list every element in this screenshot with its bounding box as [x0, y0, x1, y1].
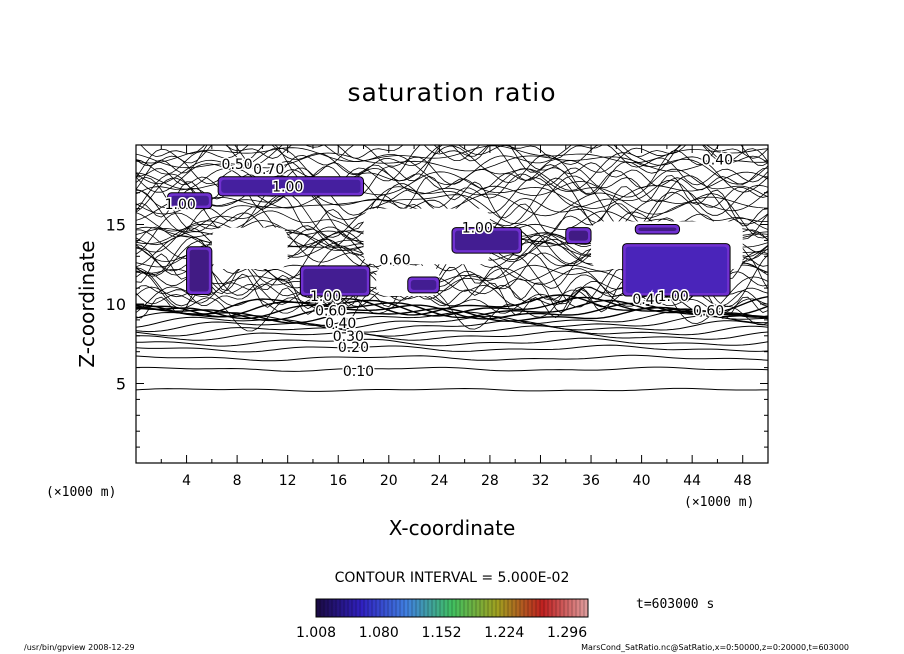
contour-line [136, 325, 768, 337]
x-tick-label: 16 [329, 473, 347, 489]
chart-title: saturation ratio [347, 78, 556, 107]
supersaturated-core [303, 268, 367, 294]
contour-label: 0.60 [693, 303, 724, 319]
x-tick-label: 36 [582, 473, 600, 489]
contour-label: 1.00 [272, 179, 303, 195]
x-axis-unit: (×1000 m) [684, 495, 754, 510]
contour-label: 0.40 [325, 316, 356, 332]
supersaturated-core [638, 227, 677, 232]
contour-line [136, 173, 768, 235]
contour-label: 0.10 [343, 364, 374, 380]
y-axis-unit: (×1000 m) [46, 485, 116, 500]
contour-label: 1.00 [165, 197, 196, 213]
colorbar-tick-labels: 1.008 1.080 1.152 1.224 1.296 [296, 625, 587, 641]
x-tick-label: 8 [233, 473, 242, 489]
supersaturated-core [568, 230, 589, 241]
contour-line [139, 145, 768, 160]
x-tick-label: 44 [683, 473, 701, 489]
contour-line [136, 283, 768, 308]
contour-line [136, 366, 768, 372]
x-tick-label: 48 [734, 473, 752, 489]
colorbar-tick-label: 1.008 [296, 625, 336, 641]
contour-label: 0.70 [253, 162, 284, 178]
contour-line [136, 354, 768, 362]
colorbar-tick-label: 1.224 [484, 625, 524, 641]
contour-label: 0.20 [338, 340, 369, 356]
contour-label: 0.30 [333, 329, 364, 345]
contour-interval-label: CONTOUR INTERVAL = 5.000E-02 [335, 570, 570, 586]
x-tick-label: 20 [380, 473, 398, 489]
contour-line [136, 145, 768, 186]
contour-label: 0.50 [222, 157, 253, 173]
colorbar-tick-label: 1.296 [547, 625, 587, 641]
contour-line [136, 344, 768, 353]
contour-line [136, 296, 768, 318]
x-axis-ticks: 4 8 12 16 20 24 28 32 36 40 44 48 [160, 145, 769, 489]
contour-line [136, 315, 768, 330]
colorbar-tick-label: 1.080 [359, 625, 399, 641]
contour-line [136, 320, 768, 333]
colorbar: 1.008 1.080 1.152 1.224 1.296 [296, 598, 589, 641]
contour-line [136, 330, 768, 341]
supersaturated-core [410, 279, 437, 290]
supersaturated-core [189, 249, 209, 292]
time-label: t=603000 s [636, 597, 714, 612]
y-axis-ticks: 5 10 15 [106, 144, 768, 448]
y-axis-label: Z-coordinate [75, 240, 99, 367]
supersaturated-core [221, 179, 361, 193]
plot-area: 0.100.200.300.400.601.000.50 0.701.000.40… [106, 144, 769, 489]
y-tick-label: 5 [116, 375, 126, 394]
contour-line [136, 152, 768, 172]
contour-line [136, 145, 768, 195]
colorbar-tick-label: 1.152 [421, 625, 461, 641]
supersaturated-core [455, 230, 519, 251]
x-tick-label: 32 [532, 473, 550, 489]
contour-label: 1.00 [658, 289, 689, 305]
contour-label: 0.60 [315, 303, 346, 319]
contour-line [136, 299, 768, 320]
footer-left: /usr/bin/gpview 2008-12-29 [24, 643, 135, 652]
cloud-interior [211, 227, 288, 270]
x-axis-label: X-coordinate [389, 516, 516, 540]
colorbar-frame [315, 598, 589, 618]
colorbar-stripes [315, 599, 589, 617]
y-tick-label: 15 [106, 216, 126, 235]
x-tick-label: 28 [481, 473, 499, 489]
contour-line [136, 145, 768, 164]
x-tick-label: 4 [182, 473, 191, 489]
supersaturated-core [625, 246, 728, 294]
contour-label: 0.40 [632, 292, 663, 308]
contour-label: 1.00 [462, 221, 493, 237]
contour-label: 0.60 [380, 252, 411, 268]
contour-line [136, 387, 768, 392]
x-tick-label: 12 [279, 473, 297, 489]
contour-line [136, 177, 768, 216]
contour-label: 1.00 [310, 289, 341, 305]
contour-line [136, 302, 768, 322]
contour-line [136, 294, 768, 316]
supersaturated-regions [167, 176, 743, 297]
supersaturated-core [170, 195, 209, 206]
contour-labels: 0.100.200.300.400.601.000.50 0.701.000.40… [163, 151, 734, 381]
contour-label: 0.40 [702, 152, 733, 168]
contour-line [136, 145, 768, 197]
contour-line [136, 337, 768, 347]
y-tick-label: 10 [106, 295, 126, 314]
x-tick-label: 40 [633, 473, 651, 489]
footer-right: MarsCond_SatRatio.nc@SatRatio,x=0:50000,… [581, 643, 849, 652]
x-tick-label: 24 [430, 473, 448, 489]
